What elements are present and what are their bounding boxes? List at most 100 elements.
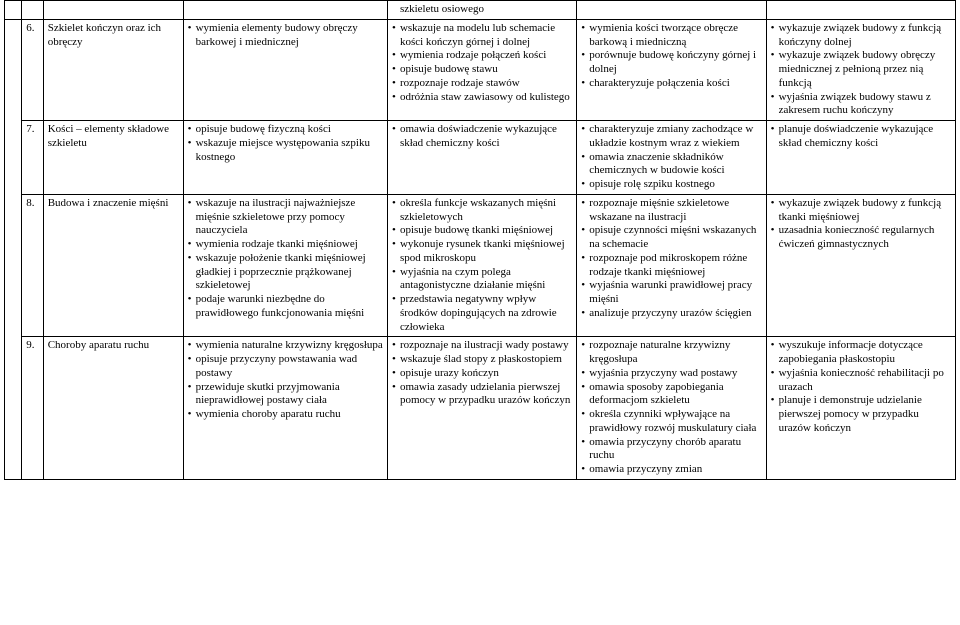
level-c-list: rozpoznaje naturalne krzywizny kręgosłup… [581,339,761,477]
level-a-item: podaje warunki niezbędne do prawidłowego… [188,293,383,321]
level-b-item: omawia doświadczenie wykazujące skład ch… [392,123,572,151]
level-b-item: określa funkcje wskazanych mięśni szkiel… [392,197,572,225]
level-c-item: porównuje budowę kończyny górnej i dolne… [581,49,761,77]
level-b-item: opisuje urazy kończyn [392,367,572,381]
level-d-list: wyszukuje informacje dotyczące zapobiega… [771,339,951,435]
level-c: charakteryzuje zmiany zachodzące w układ… [577,121,766,195]
level-b: określa funkcje wskazanych mięśni szkiel… [387,194,576,337]
level-a: opisuje budowę fizyczną kościwskazuje mi… [183,121,387,195]
level-d-list: planuje doświadczenie wykazujące skład c… [771,123,951,151]
level-a-item: opisuje budowę fizyczną kości [188,123,383,137]
table-row: 7.Kości – elementy składowe szkieletuopi… [5,121,956,195]
level-c-item: charakteryzuje zmiany zachodzące w układ… [581,123,761,151]
level-c-list: rozpoznaje mięśnie szkieletowe wskazane … [581,197,761,321]
level-b-list: określa funkcje wskazanych mięśni szkiel… [392,197,572,335]
level-a-list: wskazuje na ilustracji najważniejsze mię… [188,197,383,321]
level-d: wykazuje związek budowy z funkcją tkanki… [766,194,955,337]
level-d-item: planuje i demonstruje udzielanie pierwsz… [771,394,951,435]
title-cell [43,1,183,20]
row-title: Szkielet kończyn oraz ich obręczy [43,19,183,120]
level-a-item: wymienia rodzaje tkanki mięśniowej [188,238,383,252]
row-number: 9. [22,337,44,480]
level-b-item: odróżnia staw zawiasowy od kulistego [392,91,572,105]
level-c-item: analizuje przyczyny urazów ścięgien [581,307,761,321]
level-a-item: wskazuje miejsce występowania szpiku kos… [188,137,383,165]
level-a-list: wymienia elementy budowy obręczy barkowe… [188,22,383,50]
level-a-item: wskazuje na ilustracji najważniejsze mię… [188,197,383,238]
table-row: szkieletu osiowego [5,1,956,20]
level-d-item: wyjaśnia związek budowy stawu z zakresem… [771,91,951,119]
level-d-item: wyszukuje informacje dotyczące zapobiega… [771,339,951,367]
table-row: 8.Budowa i znaczenie mięśniwskazuje na i… [5,194,956,337]
level-cell [183,1,387,20]
level-b-item: wykonuje rysunek tkanki mięśniowej spod … [392,238,572,266]
level-d: wyszukuje informacje dotyczące zapobiega… [766,337,955,480]
page: szkieletu osiowego 6.Szkielet kończyn ora… [0,0,960,625]
stub-cell [22,1,44,20]
row-title: Choroby aparatu ruchu [43,337,183,480]
level-d-item: wykazuje związek budowy z funkcją kończy… [771,22,951,50]
level-d-list: wykazuje związek budowy z funkcją tkanki… [771,197,951,252]
level-a-item: wymienia elementy budowy obręczy barkowe… [188,22,383,50]
level-b-list: wskazuje na modelu lub schemacie kości k… [392,22,572,105]
level-a-item: wymienia choroby aparatu ruchu [188,408,383,422]
level-a-item: wskazuje położenie tkanki mięśniowej gła… [188,252,383,293]
row-title: Kości – elementy składowe szkieletu [43,121,183,195]
continuation-text: szkieletu osiowego [392,3,484,15]
level-c-item: określa czynniki wpływające na prawidłow… [581,408,761,436]
level-a: wymienia naturalne krzywizny kręgosłupao… [183,337,387,480]
level-c-item: omawia znaczenie składników chemicznych … [581,151,761,179]
section-stub [5,19,22,479]
curriculum-table: szkieletu osiowego 6.Szkielet kończyn ora… [4,0,956,480]
level-a-item: wymienia naturalne krzywizny kręgosłupa [188,339,383,353]
table-row: 9.Choroby aparatu ruchuwymienia naturaln… [5,337,956,480]
level-c-list: wymienia kości tworzące obręcze barkową … [581,22,761,91]
level-a: wskazuje na ilustracji najważniejsze mię… [183,194,387,337]
level-c-item: wyjaśnia przyczyny wad postawy [581,367,761,381]
level-d-list: wykazuje związek budowy z funkcją kończy… [771,22,951,118]
level-c-item: omawia przyczyny chorób aparatu ruchu [581,436,761,464]
stub-cell [5,1,22,20]
level-c: wymienia kości tworzące obręcze barkową … [577,19,766,120]
level-b-list: rozpoznaje na ilustracji wady postawywsk… [392,339,572,408]
level-d-item: wyjaśnia konieczność rehabilitacji po ur… [771,367,951,395]
level-a-item: opisuje przyczyny powstawania wad postaw… [188,353,383,381]
level-a-item: przewiduje skutki przyjmowania nieprawid… [188,381,383,409]
level-d-item: wykazuje związek budowy z funkcją tkanki… [771,197,951,225]
level-c-item: rozpoznaje naturalne krzywizny kręgosłup… [581,339,761,367]
level-d-item: wykazuje związek budowy obręczy miednicz… [771,49,951,90]
level-b-item: wskazuje ślad stopy z płaskostopiem [392,353,572,367]
table-body: szkieletu osiowego 6.Szkielet kończyn ora… [5,1,956,480]
level-b-item: rozpoznaje na ilustracji wady postawy [392,339,572,353]
level-c: rozpoznaje mięśnie szkieletowe wskazane … [577,194,766,337]
level-c-item: wyjaśnia warunki prawidłowej pracy mięśn… [581,279,761,307]
level-c-list: charakteryzuje zmiany zachodzące w układ… [581,123,761,192]
row-number: 7. [22,121,44,195]
level-b-list: omawia doświadczenie wykazujące skład ch… [392,123,572,151]
level-cell [766,1,955,20]
row-number: 6. [22,19,44,120]
row-title: Budowa i znaczenie mięśni [43,194,183,337]
level-cell: szkieletu osiowego [387,1,576,20]
level-c-item: charakteryzuje połączenia kości [581,77,761,91]
table-row: 6.Szkielet kończyn oraz ich obręczywymie… [5,19,956,120]
level-b-item: opisuje budowę tkanki mięśniowej [392,224,572,238]
level-b: rozpoznaje na ilustracji wady postawywsk… [387,337,576,480]
level-c-item: rozpoznaje pod mikroskopem różne rodzaje… [581,252,761,280]
level-c-item: omawia przyczyny zmian [581,463,761,477]
level-b-item: omawia zasady udzielania pierwszej pomoc… [392,381,572,409]
level-a: wymienia elementy budowy obręczy barkowe… [183,19,387,120]
level-b-item: przedstawia negatywny wpływ środków dopi… [392,293,572,334]
level-b-item: wyjaśnia na czym polega antagonistyczne … [392,266,572,294]
level-d-item: planuje doświadczenie wykazujące skład c… [771,123,951,151]
level-b-item: wskazuje na modelu lub schemacie kości k… [392,22,572,50]
level-d-item: uzasadnia konieczność regularnych ćwicze… [771,224,951,252]
row-number: 8. [22,194,44,337]
level-b: omawia doświadczenie wykazujące skład ch… [387,121,576,195]
level-c-item: omawia sposoby zapobiegania deformacjom … [581,381,761,409]
level-cell [577,1,766,20]
level-c-item: opisuje rolę szpiku kostnego [581,178,761,192]
level-b-item: wymienia rodzaje połączeń kości [392,49,572,63]
level-a-list: opisuje budowę fizyczną kościwskazuje mi… [188,123,383,164]
level-b-item: opisuje budowę stawu [392,63,572,77]
